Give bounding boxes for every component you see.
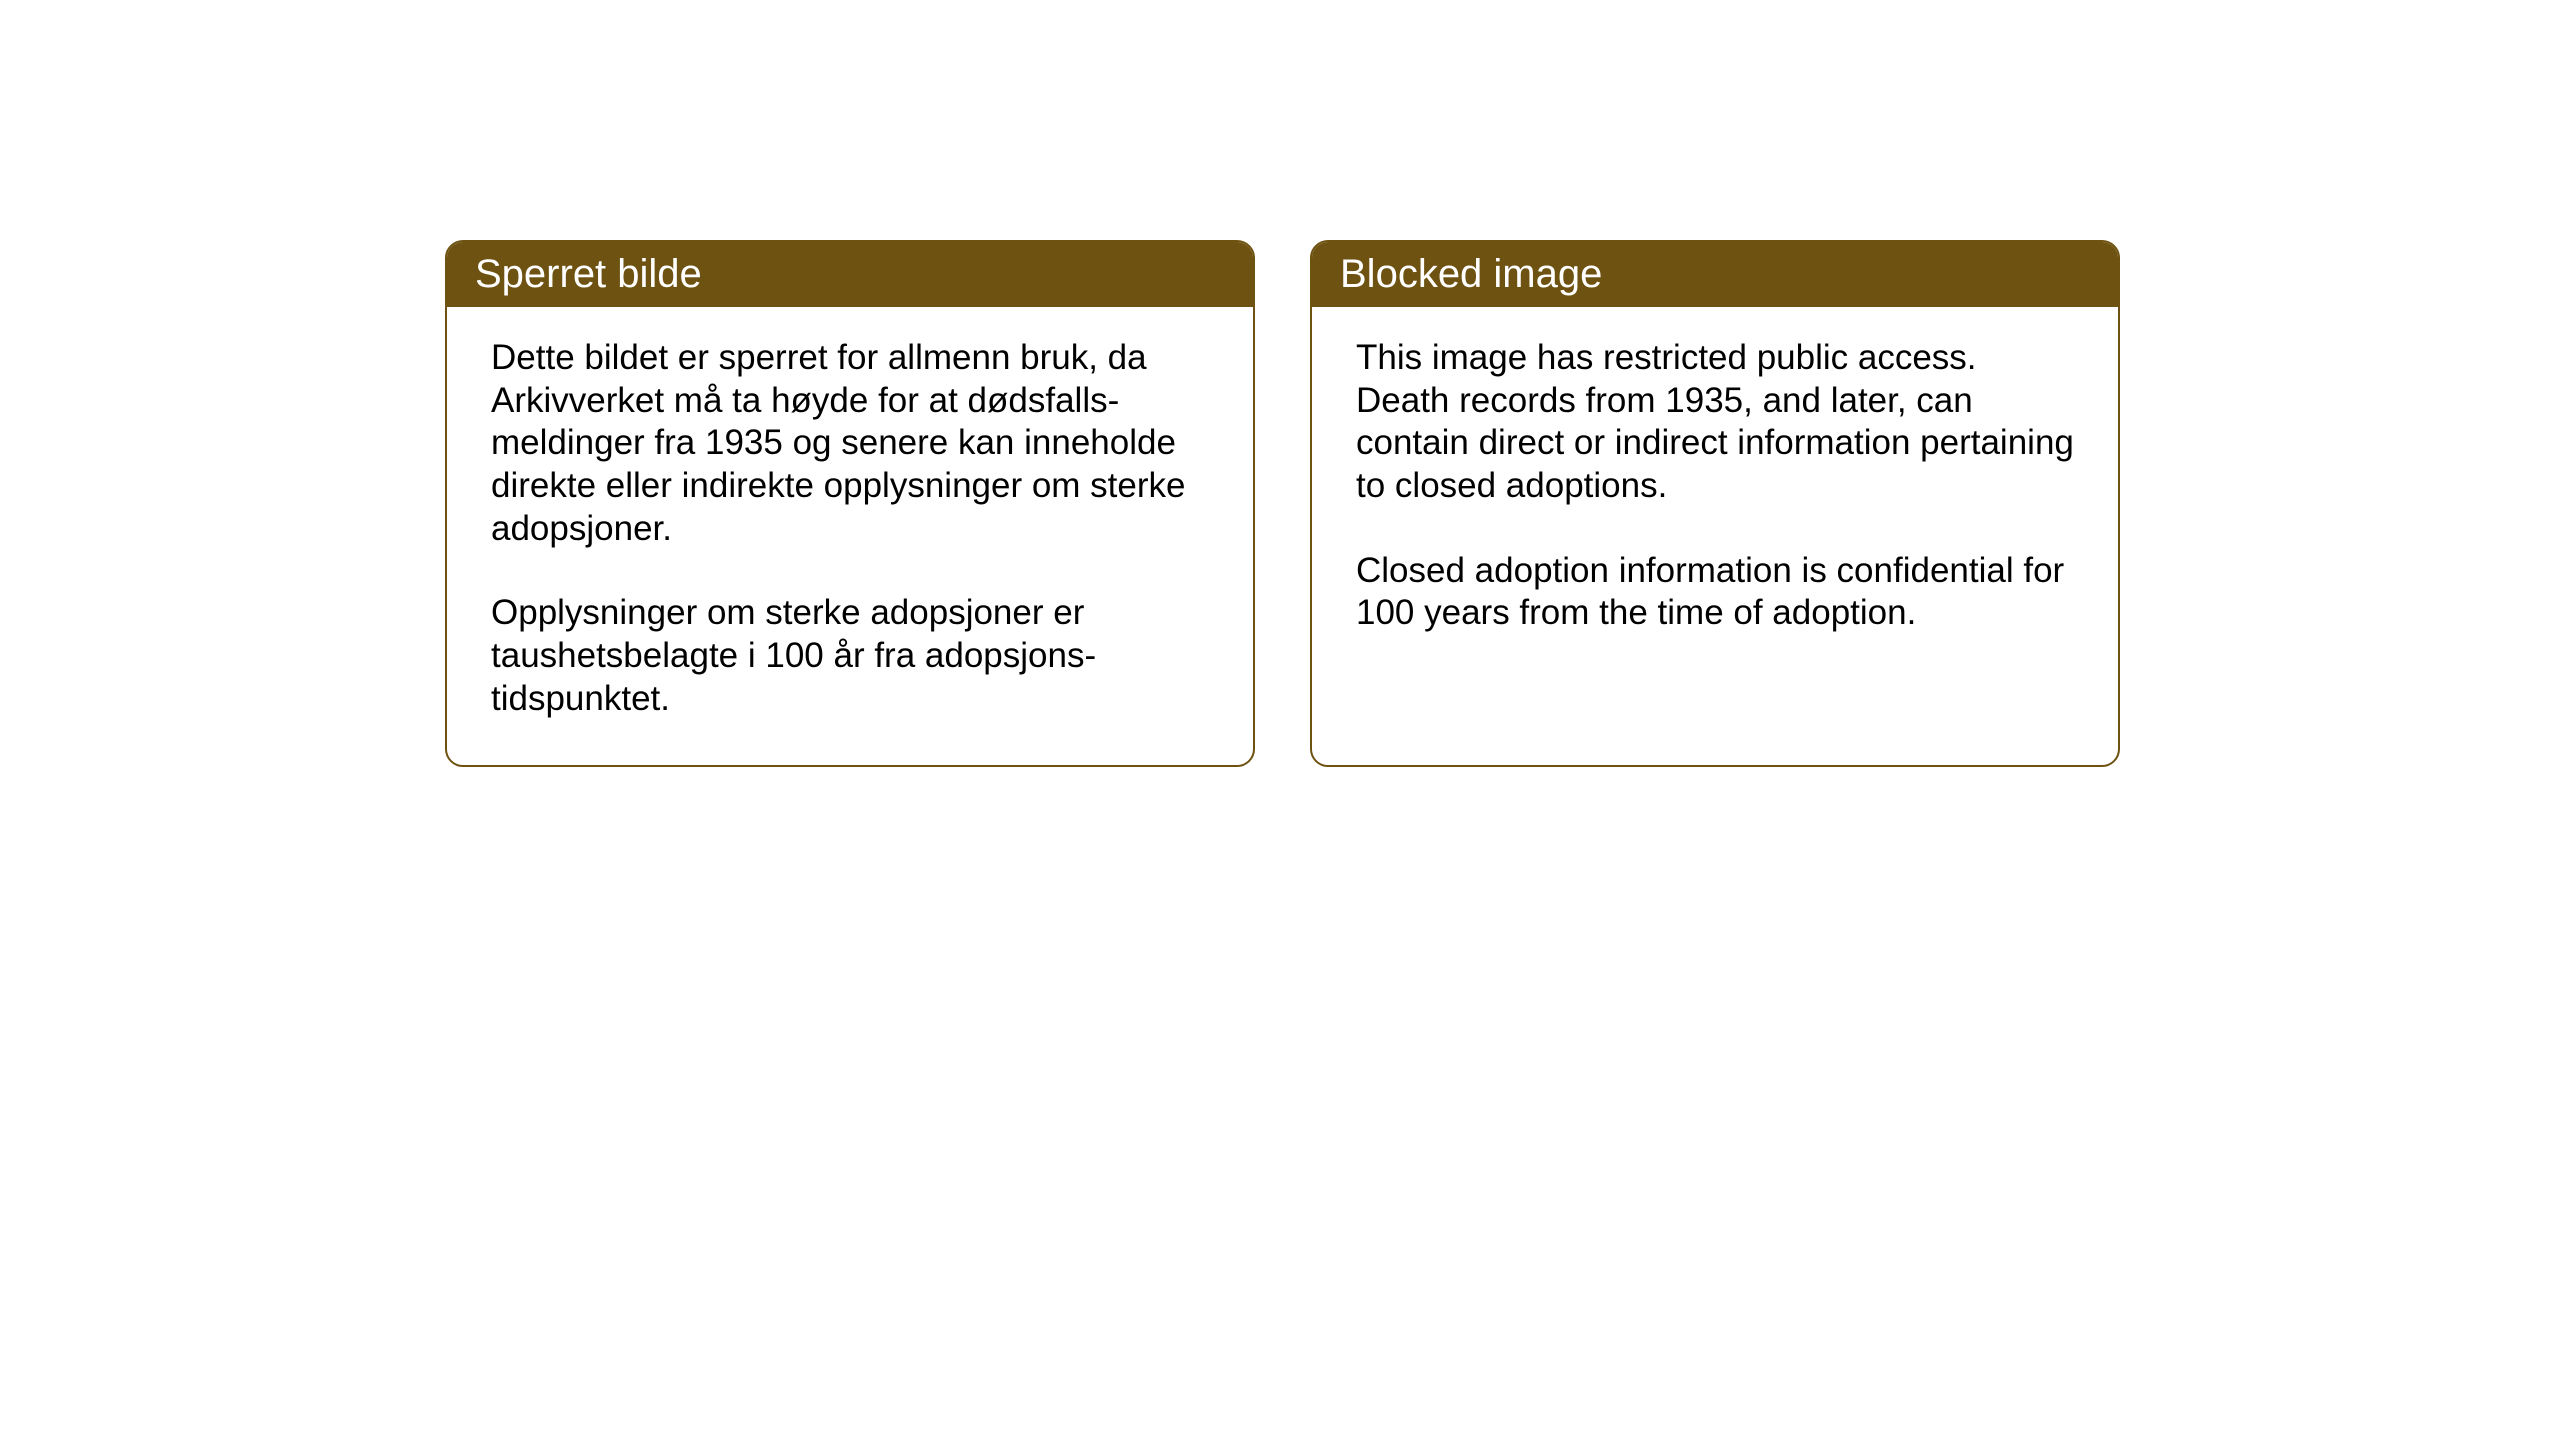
- norwegian-card-title: Sperret bilde: [447, 242, 1253, 307]
- english-card-title: Blocked image: [1312, 242, 2118, 307]
- notice-cards-container: Sperret bilde Dette bildet er sperret fo…: [445, 240, 2120, 767]
- english-paragraph-2: Closed adoption information is confident…: [1356, 550, 2074, 635]
- norwegian-paragraph-2: Opplysninger om sterke adopsjoner er tau…: [491, 592, 1209, 720]
- english-notice-card: Blocked image This image has restricted …: [1310, 240, 2120, 767]
- english-card-body: This image has restricted public access.…: [1312, 307, 2118, 749]
- norwegian-card-body: Dette bildet er sperret for allmenn bruk…: [447, 307, 1253, 765]
- norwegian-paragraph-1: Dette bildet er sperret for allmenn bruk…: [491, 337, 1209, 550]
- norwegian-notice-card: Sperret bilde Dette bildet er sperret fo…: [445, 240, 1255, 767]
- english-paragraph-1: This image has restricted public access.…: [1356, 337, 2074, 508]
